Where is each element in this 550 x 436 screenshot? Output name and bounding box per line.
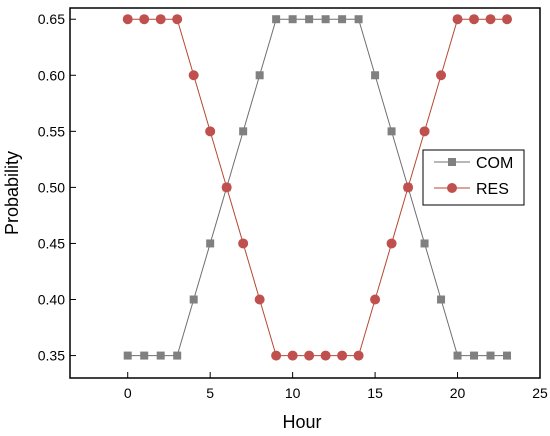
- point-res: [139, 14, 150, 25]
- series-line-res: [127, 18, 508, 357]
- plot-frame: [69, 7, 541, 379]
- ticks-layer: 0 5 10 15 20 25 0.35 0.40 0.45 0.50 0.55 0.60 0.65: [38, 11, 548, 401]
- point-res: [469, 14, 480, 25]
- point-res: [353, 350, 364, 361]
- x-tick-label: 5: [206, 385, 214, 401]
- point-com: [420, 239, 429, 248]
- point-res: [155, 14, 166, 25]
- point-com: [272, 15, 281, 24]
- legend-com-label: COM: [476, 155, 513, 172]
- y-tick-label: 0.35: [38, 348, 65, 364]
- series-layer: [122, 14, 513, 361]
- x-tick-label: 20: [450, 385, 466, 401]
- point-com: [206, 239, 215, 248]
- point-res: [403, 182, 414, 193]
- x-tick-label: 0: [124, 385, 132, 401]
- point-com: [123, 351, 132, 360]
- point-com: [453, 351, 462, 360]
- point-com: [354, 15, 363, 24]
- point-res: [221, 182, 232, 193]
- point-com: [437, 295, 446, 304]
- y-tick-label: 0.60: [38, 67, 65, 83]
- point-res: [436, 70, 447, 81]
- legend-com-marker: [448, 158, 456, 166]
- point-com: [140, 351, 149, 360]
- point-com: [503, 351, 512, 360]
- point-res: [205, 126, 216, 137]
- point-com: [255, 71, 264, 80]
- point-com: [486, 351, 495, 360]
- point-res: [485, 14, 496, 25]
- point-res: [271, 350, 282, 361]
- point-com: [239, 127, 248, 136]
- point-res: [419, 126, 430, 137]
- x-tick-label: 25: [532, 385, 548, 401]
- point-res: [337, 350, 348, 361]
- point-res: [172, 14, 183, 25]
- point-res: [452, 14, 463, 25]
- point-res: [238, 238, 249, 249]
- y-tick-label: 0.65: [38, 11, 65, 27]
- legend-res-marker: [447, 183, 457, 193]
- series-line-com: [127, 18, 508, 357]
- y-tick-label: 0.40: [38, 292, 65, 308]
- point-com: [470, 351, 479, 360]
- point-res: [502, 14, 513, 25]
- legend: COM RES: [422, 149, 525, 206]
- point-res: [254, 294, 265, 305]
- x-axis-title: Hour: [282, 412, 321, 432]
- y-tick-label: 0.45: [38, 235, 65, 251]
- point-com: [305, 15, 314, 24]
- point-res: [370, 294, 381, 305]
- point-com: [156, 351, 165, 360]
- y-tick-label: 0.50: [38, 179, 65, 195]
- point-res: [386, 238, 397, 249]
- x-tick-label: 10: [285, 385, 301, 401]
- legend-box: [422, 149, 525, 206]
- point-com: [371, 71, 380, 80]
- point-res: [188, 70, 199, 81]
- point-res: [122, 14, 133, 25]
- x-tick-label: 15: [367, 385, 383, 401]
- legend-res-label: RES: [476, 181, 509, 198]
- point-res: [320, 350, 331, 361]
- point-com: [189, 295, 198, 304]
- point-res: [287, 350, 298, 361]
- point-com: [338, 15, 347, 24]
- point-com: [387, 127, 396, 136]
- point-com: [288, 15, 297, 24]
- point-com: [173, 351, 182, 360]
- y-tick-label: 0.55: [38, 123, 65, 139]
- point-com: [321, 15, 330, 24]
- point-res: [304, 350, 315, 361]
- y-axis-title: Probability: [2, 151, 22, 235]
